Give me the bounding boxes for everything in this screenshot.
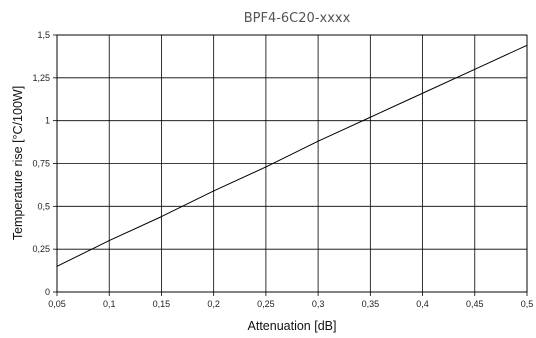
x-tick-label: 0,1 [103, 299, 116, 309]
x-tick-label: 0,5 [521, 299, 534, 309]
x-tick-label: 0,05 [48, 299, 66, 309]
chart-title: BPF4-6C20-xxxx [244, 11, 351, 26]
y-axis-label: Temperature rise [°C/100W] [11, 86, 25, 240]
grid [53, 34, 528, 296]
y-tick-label: 0,75 [32, 159, 50, 169]
x-axis-label: Attenuation [dB] [248, 319, 337, 333]
y-tick-label: 0 [45, 287, 50, 297]
series-group [56, 44, 528, 267]
y-tick-label: 1 [45, 116, 50, 126]
data-point [56, 265, 58, 267]
data-point [369, 116, 371, 118]
y-tick-label: 1,5 [37, 30, 50, 40]
x-tick-labels: 0,05 0,1 0,15 0,2 0,25 0,3 0,35 0,4 0,45 0,5 [48, 299, 533, 309]
x-tick-label: 0,2 [207, 299, 220, 309]
data-point [265, 166, 267, 168]
plot-frame [56, 34, 528, 293]
data-point [317, 140, 319, 142]
x-tick-label: 0,35 [362, 299, 380, 309]
data-point [213, 190, 215, 192]
data-point [160, 216, 163, 218]
x-tick-label: 0,4 [416, 299, 429, 309]
data-point [421, 92, 424, 94]
data-point [474, 68, 476, 70]
data-point [108, 240, 110, 242]
x-tick-label: 0,25 [257, 299, 275, 309]
y-tick-label: 0,5 [37, 201, 50, 211]
series-line [56, 44, 528, 267]
y-tick-label: 1,25 [32, 73, 50, 83]
x-tick-label: 0,3 [312, 299, 325, 309]
x-tick-label: 0,45 [466, 299, 484, 309]
y-tick-label: 0,25 [32, 244, 50, 254]
y-tick-labels: 0 0,25 0,5 0,75 1 1,25 1,5 [32, 30, 50, 297]
x-tick-label: 0,15 [153, 299, 171, 309]
data-point [526, 44, 528, 46]
